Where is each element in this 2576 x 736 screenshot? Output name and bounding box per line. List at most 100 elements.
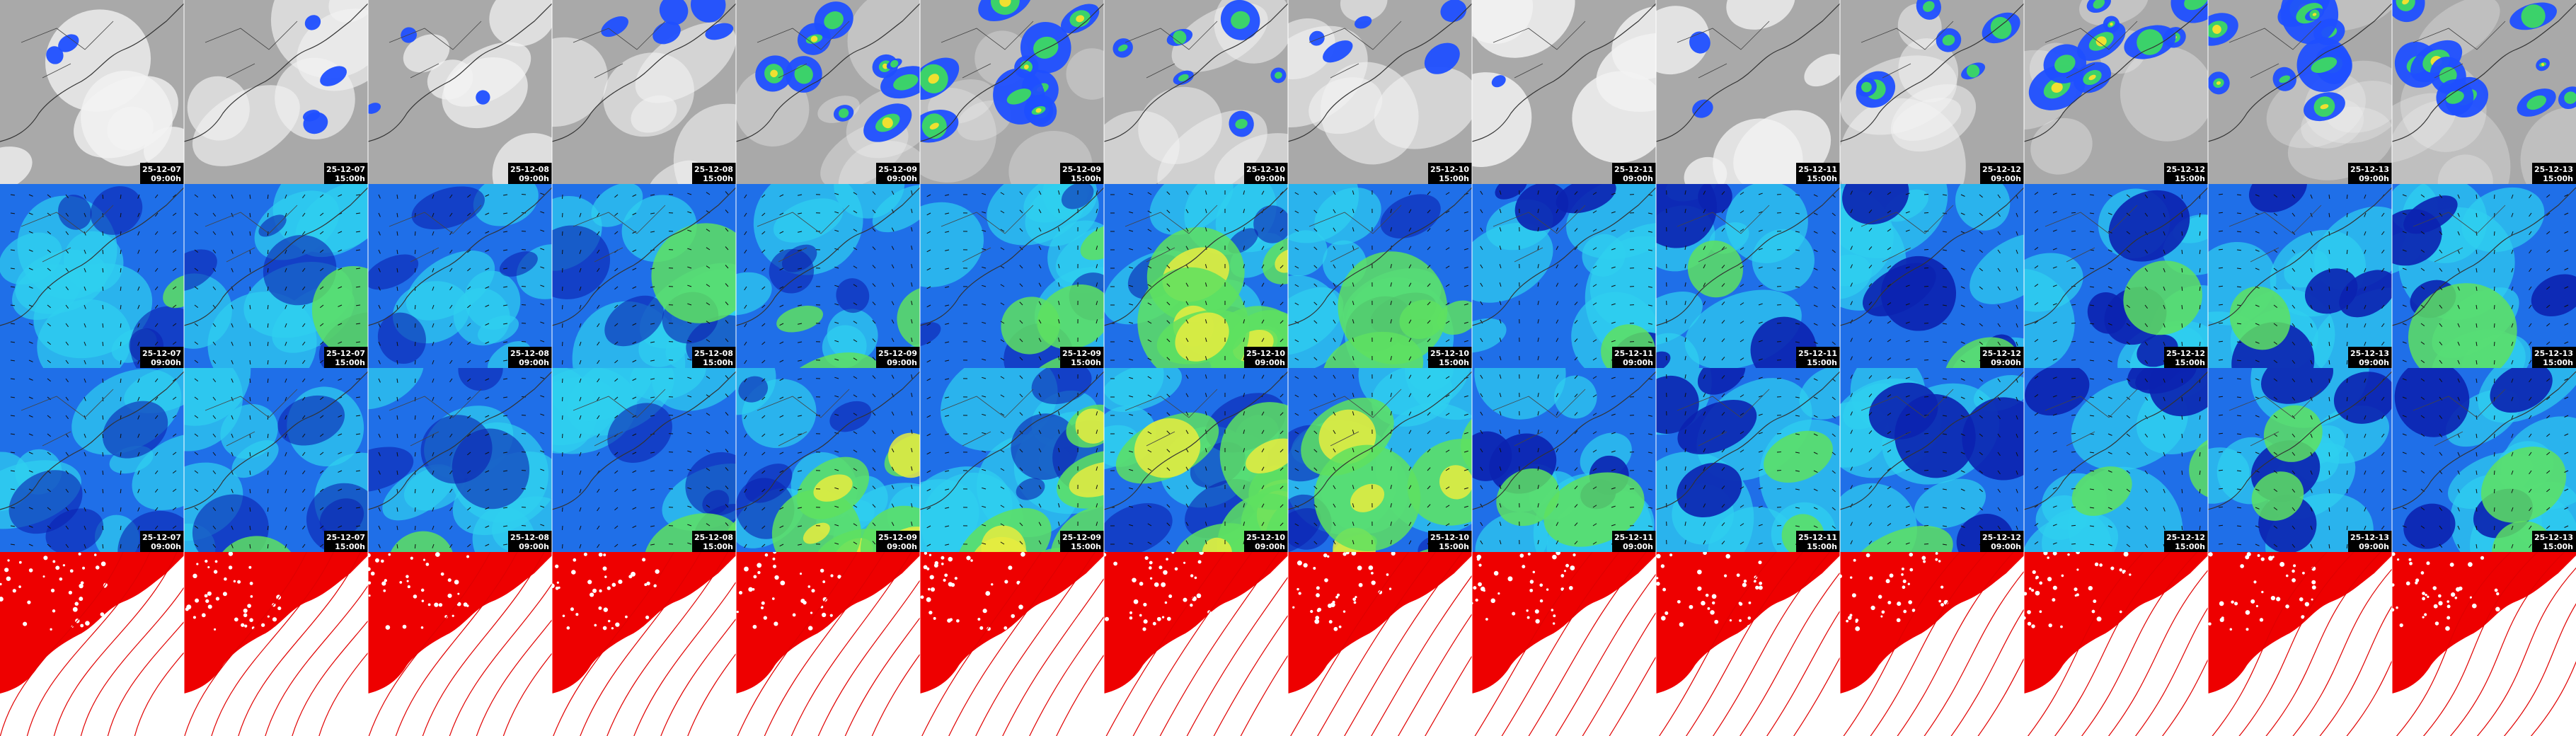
field-blob [1966, 64, 1980, 78]
wind-arrow [1795, 304, 1800, 306]
land-speck [2292, 569, 2295, 573]
isobar [368, 552, 491, 736]
wind-arrow [798, 415, 803, 417]
wind-arrow [2439, 304, 2443, 309]
wind-arrow [2564, 341, 2569, 344]
land-speck [611, 582, 616, 587]
wind-arrow [2108, 488, 2112, 491]
wind-arrow [28, 212, 33, 215]
wind-arrow [1499, 466, 1502, 471]
coastline [1656, 3, 1840, 142]
land-speck [2110, 566, 2115, 570]
wind-arrow [231, 525, 234, 530]
land-speck [2246, 628, 2249, 631]
wind-arrow [1868, 412, 1873, 416]
wind-arrow [2052, 468, 2057, 471]
wind-arrow [355, 212, 361, 214]
wind-arrow [1408, 227, 1412, 232]
wind-arrow [853, 321, 858, 324]
land-speck [205, 599, 209, 603]
wind-arrow [1592, 210, 1597, 214]
wind-arrow [1185, 227, 1189, 232]
wind-arrow [1499, 319, 1502, 324]
land-speck [1901, 567, 1904, 571]
land-speck [196, 563, 199, 565]
field-blob [1656, 184, 1717, 248]
isobar [2212, 552, 2328, 736]
land-speck [18, 585, 21, 588]
land-speck [2076, 568, 2079, 571]
wind-arrow [1480, 190, 1483, 195]
wind-arrow [614, 231, 619, 235]
land-speck [1755, 585, 1759, 590]
land-speck [1679, 622, 1684, 627]
isobar [2108, 569, 2208, 736]
wind-arrow [650, 396, 655, 398]
field-blob [2054, 54, 2076, 74]
land-speck [2052, 585, 2057, 590]
land-speck [205, 559, 208, 563]
wind-arrow [1611, 468, 1616, 471]
land-speck [23, 621, 28, 626]
field-blob [1842, 184, 1909, 225]
wind-arrow [725, 467, 729, 471]
land-speck [2024, 592, 2028, 596]
wind-arrow [154, 507, 159, 512]
land-speck [420, 588, 425, 592]
wind-arrow [891, 264, 895, 269]
wind-arrow [926, 507, 931, 510]
land-speck [1878, 594, 1882, 599]
wind-arrow [120, 396, 122, 402]
wind-arrow [540, 284, 545, 287]
wind-arrow [2181, 452, 2183, 457]
wind-arrow [1185, 393, 1189, 398]
wind-arrow [687, 266, 692, 269]
wind-arrow [1868, 357, 1873, 361]
wind-arrow [687, 505, 692, 508]
wind-arrow [779, 304, 784, 308]
land-speck [2293, 564, 2296, 568]
wind-arrow [137, 323, 140, 328]
wind-arrow [945, 249, 950, 251]
wind-arrow [1185, 485, 1189, 490]
wind-arrow [2126, 341, 2131, 345]
wind-arrow [2420, 231, 2425, 234]
field-blob [629, 368, 706, 401]
wind-arrow [1000, 321, 1005, 324]
wind-arrow [2236, 249, 2242, 251]
land-speck [1656, 577, 1659, 580]
wind-arrow [632, 231, 637, 234]
wind-arrow [872, 449, 876, 453]
land-speck [1736, 573, 1740, 577]
land-speck [1490, 598, 1496, 604]
wind-arrow [2457, 360, 2460, 364]
wind-arrow [706, 523, 711, 527]
wind-arrow [2126, 433, 2131, 437]
wind-arrow [2126, 452, 2131, 456]
wind-arrow [521, 432, 527, 435]
wind-arrow [761, 433, 766, 437]
wind-arrow [2310, 525, 2313, 530]
field-blob [738, 376, 769, 403]
wind-arrow [2089, 341, 2095, 343]
wind-arrow [84, 470, 86, 475]
wind-arrow [2364, 488, 2367, 493]
wind-arrow [396, 323, 398, 328]
wind-arrow [319, 433, 324, 437]
wind-arrow [1019, 541, 1023, 545]
wind-arrow [2034, 210, 2039, 214]
wind-arrow [1868, 209, 1873, 214]
wind-arrow [2108, 525, 2112, 528]
wind-arrow [432, 544, 435, 548]
border [1861, 21, 1954, 79]
wind-arrow [798, 396, 803, 398]
wind-arrow [1648, 488, 1652, 490]
wind-arrow [1147, 192, 1152, 195]
wind-arrow [834, 524, 839, 527]
wind-arrow [1703, 209, 1706, 214]
land-speck [594, 623, 597, 627]
wind-arrow [449, 378, 453, 383]
wind-arrow [540, 395, 545, 398]
field-blob [2437, 154, 2493, 184]
